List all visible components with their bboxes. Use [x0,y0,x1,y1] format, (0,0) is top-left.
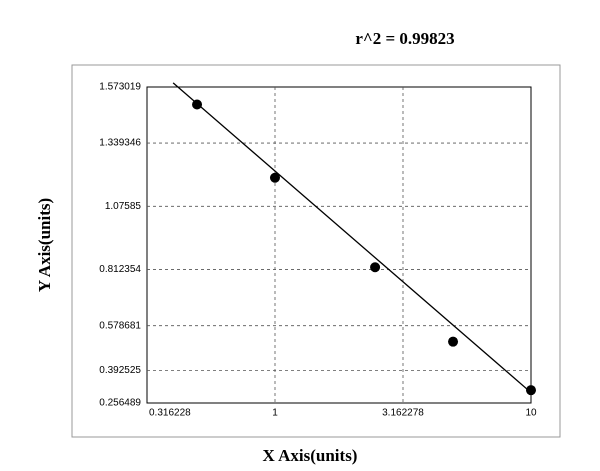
y-tick-label: 1.339346 [99,138,141,149]
y-tick-label: 1.07585 [105,201,142,212]
fit-line [172,82,532,394]
y-tick-label: 1.573019 [99,82,141,93]
chart-title: r^2 = 0.99823 [355,29,454,48]
data-point [448,336,459,347]
x-tick-label: 1 [272,408,278,419]
y-tick-label: 0.578681 [99,320,141,331]
y-tick-label: 0.812354 [99,264,141,275]
data-point [192,99,203,110]
plot-frame [146,86,532,404]
y-axis-label: Y Axis(units) [35,198,54,292]
x-tick-label: 3.162278 [382,408,424,419]
data-point [370,262,381,273]
data-point [269,172,280,183]
y-tick-label: 0.256489 [99,398,141,409]
x-tick-label: 10 [525,408,537,419]
x-tick-label: 0.316228 [149,408,191,419]
y-tick-label: 0.392525 [99,365,141,376]
data-point [526,385,536,396]
x-axis-label: X Axis(units) [263,446,358,465]
